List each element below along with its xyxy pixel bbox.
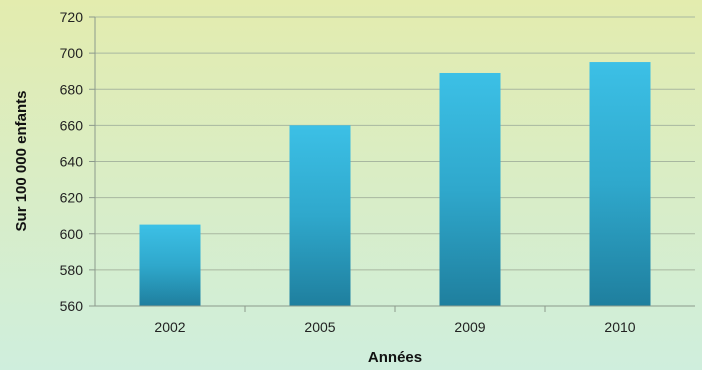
y-tick-label: 600 — [60, 226, 84, 242]
bar-2005 — [289, 125, 351, 306]
bar-cap-2002 — [139, 224, 201, 229]
bar-2002 — [139, 224, 201, 306]
x-tick-label: 2005 — [304, 319, 335, 335]
y-tick-label: 620 — [60, 190, 84, 206]
bar-cap-2005 — [289, 125, 351, 130]
x-axis-title: Années — [368, 349, 422, 366]
bar-cap-2009 — [439, 72, 501, 77]
y-tick-label: 660 — [60, 117, 84, 133]
bar-2009 — [439, 72, 501, 307]
x-tick-label: 2010 — [604, 319, 635, 335]
y-tick-label: 700 — [60, 45, 84, 61]
x-tick-label: 2002 — [154, 319, 185, 335]
y-axis-title: Sur 100 000 enfants — [13, 91, 30, 232]
y-tick-label: 580 — [60, 262, 84, 278]
bars — [139, 62, 651, 307]
axes — [94, 17, 695, 312]
bar-2010 — [589, 62, 651, 306]
tick-labels: 560 580 600 620 640 660 680 700 720 2002 2005 2009 2… — [60, 9, 636, 335]
y-tick-label: 680 — [60, 81, 84, 97]
bar-cap-2010 — [589, 62, 651, 67]
y-tick-label: 720 — [60, 9, 84, 25]
x-tick-label: 2009 — [454, 319, 485, 335]
y-tick-label: 560 — [60, 298, 84, 314]
y-tick-label: 640 — [60, 154, 84, 170]
